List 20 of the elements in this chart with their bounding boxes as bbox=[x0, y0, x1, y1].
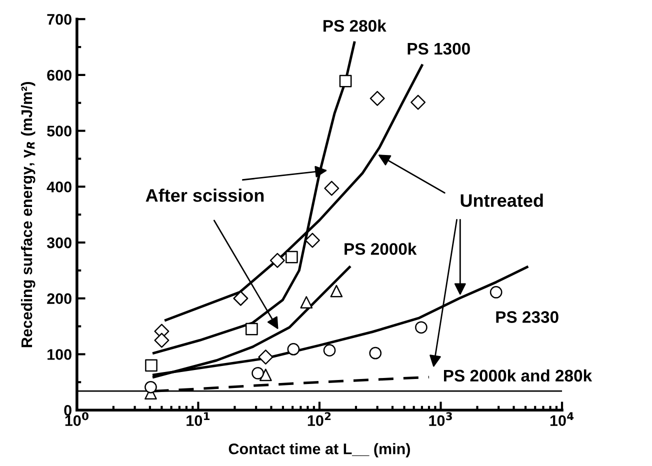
y-tick-label: 200 bbox=[47, 293, 72, 304]
x-tick-label: 10$^{4}$ bbox=[550, 412, 574, 426]
legend-label: PS 2000k and 280k bbox=[444, 369, 592, 382]
annotation: Untreated bbox=[460, 194, 543, 207]
y-tick-label: 400 bbox=[46, 182, 72, 192]
x-tick-label: 10$^{1}$ bbox=[186, 412, 210, 426]
series-label: PS 280k bbox=[324, 20, 386, 32]
y-axis-title: Receding surface energy, γ$_{R}$ (mJ/m²) bbox=[20, 82, 36, 348]
series-label: PS 2000k bbox=[344, 242, 417, 255]
y-tick-label: 100 bbox=[48, 349, 72, 360]
x-axis-title: Contact time at L__ (min) bbox=[228, 443, 410, 458]
y-tick-label: 500 bbox=[47, 126, 72, 136]
y-tick-label: 700 bbox=[47, 14, 72, 25]
y-tick-label: 600 bbox=[47, 70, 72, 81]
x-tick-label: 10$^{3}$ bbox=[429, 412, 452, 426]
annotation: After scission bbox=[146, 188, 264, 202]
y-tick-label: 300 bbox=[46, 237, 72, 248]
series-label: PS 2330 bbox=[496, 311, 558, 323]
x-tick-label: 10$^{2}$ bbox=[308, 412, 331, 426]
series-label: PS 1300 bbox=[408, 42, 470, 55]
